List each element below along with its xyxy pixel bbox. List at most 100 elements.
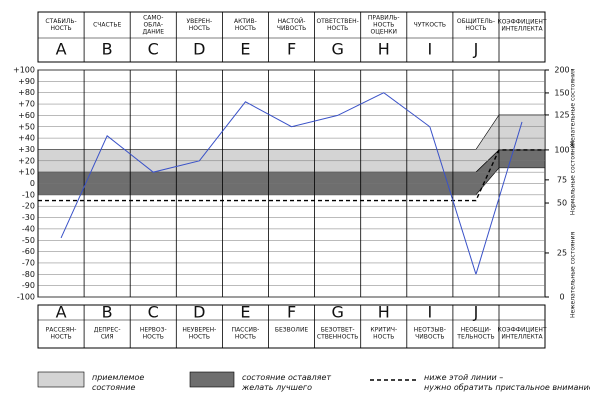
bottom-label: СИЯ	[101, 334, 114, 341]
band	[37, 114, 546, 173]
top-letter: H	[378, 40, 390, 59]
bottom-label: ИНТЕЛЛЕКТА	[501, 334, 543, 341]
y-tick-label: +100	[13, 66, 35, 75]
bottom-label: БЕЗВОЛИЕ	[275, 327, 309, 334]
profile-line	[60, 92, 477, 275]
top-label: НАСТОЙ-	[278, 18, 306, 25]
y-tick-label: +50	[18, 122, 35, 131]
top-letter: C	[148, 40, 159, 59]
y-tick-label: 0	[30, 179, 35, 188]
top-label: ЧИВОСТЬ	[277, 25, 306, 32]
y-tick-label: -10	[22, 190, 35, 199]
y2-tick-label: 50	[557, 199, 567, 208]
top-label: ОТВЕТСТВЕН-	[316, 18, 358, 25]
legend-label: приемлемое состояние	[92, 373, 144, 392]
top-label: НОСТЬ	[235, 25, 256, 32]
bottom-letter: H	[378, 303, 390, 322]
y2-zone-label: Желательные состояния	[570, 68, 577, 147]
bottom-letter: A	[56, 303, 67, 322]
y-tick-label: -100	[17, 293, 35, 302]
legend-swatch	[189, 371, 235, 388]
y2-tick-label: 75	[557, 175, 567, 184]
top-label: НОСТЬ	[373, 22, 394, 29]
y-tick-label: -60	[22, 247, 35, 256]
top-letter: B	[102, 40, 113, 59]
legend-swatch	[37, 371, 85, 388]
bottom-label: НЕОБЩИ-	[461, 327, 491, 334]
top-label: НОСТЬ	[50, 25, 71, 32]
y-tick-label: +70	[18, 100, 35, 109]
legend-label: состояние оставляет желать лучшего	[241, 373, 331, 392]
bottom-label: СТВЕННОСТЬ	[317, 334, 358, 341]
y2-zone-label: Нормальные состояния	[570, 140, 577, 215]
top-label: НОСТЬ	[189, 25, 210, 32]
y-tick-label: -90	[22, 281, 35, 290]
bottom-label: ТЕЛЬНОСТЬ	[456, 334, 494, 341]
top-label: ДАНИЕ	[142, 29, 164, 36]
top-label: ЧУТКОСТЬ	[414, 22, 446, 29]
y-tick-label: +60	[18, 111, 35, 120]
top-label: КОЭФФИЦИЕНТ	[497, 19, 546, 26]
top-letter: G	[331, 40, 343, 59]
bottom-letter: J	[473, 303, 479, 322]
bottom-label: КРИТИЧ-	[370, 327, 397, 334]
top-letter: E	[240, 40, 250, 59]
y2-tick-label: 100	[554, 145, 569, 154]
top-label: ИНТЕЛЛЕКТА	[501, 26, 543, 33]
y2-tick-label: 0	[559, 293, 564, 302]
y-tick-label: -30	[22, 213, 35, 222]
top-label: ОЦЕНКИ	[371, 29, 397, 36]
bottom-letter: D	[193, 303, 205, 322]
legend-label: ниже этой линии – нужно обратить присталь…	[424, 373, 590, 392]
bottom-label: НОСТЬ	[143, 334, 164, 341]
top-label: НОСТЬ	[327, 25, 348, 32]
top-letter: I	[427, 40, 432, 59]
y-tick-label: +40	[18, 134, 35, 143]
top-label: ОБЛА-	[143, 22, 163, 29]
bottom-label: ДЕПРЕС-	[94, 327, 121, 334]
y-tick-label: -70	[22, 258, 35, 267]
bottom-letter: C	[148, 303, 159, 322]
bottom-label: НОСТЬ	[189, 334, 210, 341]
top-label: УВЕРЕН-	[187, 18, 213, 25]
top-label: СТАБИЛЬ-	[45, 18, 76, 25]
bottom-label: НОСТЬ	[373, 334, 394, 341]
bottom-letter: F	[287, 303, 296, 322]
bottom-label: НЕУВЕРЕН-	[182, 327, 216, 334]
y-tick-label: +80	[18, 88, 35, 97]
y2-tick-label: 150	[554, 88, 569, 97]
y-tick-label: -80	[22, 270, 35, 279]
y-tick-label: -20	[22, 202, 35, 211]
bottom-letter: B	[102, 303, 113, 322]
y-tick-label: -50	[22, 236, 35, 245]
top-label: АКТИВ-	[234, 18, 257, 25]
bottom-label: БЕЗОТВЕТ-	[321, 327, 355, 334]
y-tick-label: +30	[18, 145, 35, 154]
top-letter: F	[287, 40, 296, 59]
top-label: СЧАСТЬЕ	[93, 22, 121, 29]
bottom-letter: G	[331, 303, 343, 322]
bottom-letter: E	[240, 303, 250, 322]
y2-tick-label: 200	[554, 66, 569, 75]
bottom-label: ПАССИВ-	[232, 327, 260, 334]
iq-line	[475, 121, 523, 275]
y-tick-label: +20	[18, 156, 35, 165]
bottom-label: НЕОТЗЫВ-	[414, 327, 446, 334]
top-label: САМО-	[143, 15, 163, 22]
top-letter: J	[473, 40, 479, 59]
y2-tick-label: 125	[554, 110, 569, 119]
top-label: НОСТЬ	[465, 25, 486, 32]
bottom-label: НОСТЬ	[235, 334, 256, 341]
bottom-label: НЕРВОЗ-	[140, 327, 167, 334]
top-letter: A	[56, 40, 67, 59]
bottom-label: КОЭФФИЦИЕНТ	[497, 327, 546, 334]
top-letter: D	[193, 40, 205, 59]
bottom-label: РАССЕЯН-	[46, 327, 77, 334]
bottom-label: ЧИВОСТЬ	[415, 334, 444, 341]
y2-zone-label: Нежелательные состояния	[570, 232, 577, 318]
y-tick-label: +90	[18, 77, 35, 86]
y-tick-label: -40	[22, 224, 35, 233]
top-label: ПРАВИЛЬ-	[368, 15, 400, 22]
warning-line	[38, 149, 545, 202]
